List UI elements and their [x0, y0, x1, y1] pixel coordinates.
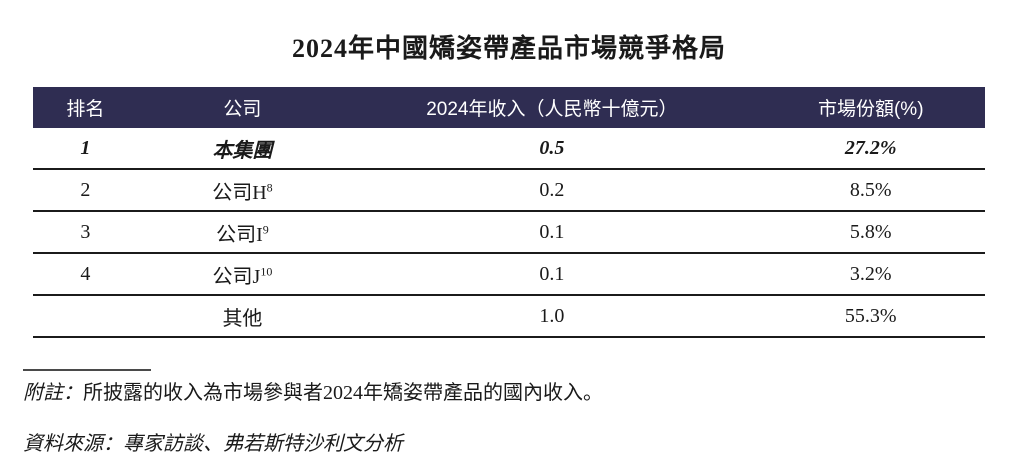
table-row: 4 公司J10 0.1 3.2%: [33, 254, 985, 296]
source-line: 資料來源：專家訪談、弗若斯特沙利文分析: [23, 433, 403, 455]
table-row: 3 公司I9 0.1 5.8%: [33, 212, 985, 254]
company-name: 本集團: [212, 139, 273, 162]
note-label: 附註：: [23, 382, 83, 404]
footnote-divider: [23, 369, 151, 371]
cell-company: 公司I9: [138, 218, 347, 247]
cell-market-share: 5.8%: [849, 220, 892, 243]
table-header-row: 排名 公司 2024年收入（人民幣十億元） 市場份額(%): [33, 87, 985, 128]
company-name: 其他: [222, 307, 263, 330]
company-name: 公司H: [212, 181, 267, 204]
table-row: 1 本集團 0.5 27.2%: [33, 128, 985, 170]
company-name: 公司I: [216, 223, 263, 246]
cell-market-share: 55.3%: [844, 304, 897, 327]
cell-revenue: 0.1: [539, 220, 565, 243]
company-name: 公司J: [212, 265, 261, 288]
col-header-company: 公司: [223, 99, 262, 120]
company-footnote-ref: 10: [260, 263, 273, 278]
col-header-market-share: 市場份額(%): [817, 99, 924, 120]
cell-market-share: 3.2%: [849, 262, 892, 285]
table-row: 2 公司H8 0.2 8.5%: [33, 170, 985, 212]
cell-company: 公司J10: [138, 260, 347, 289]
table-row: 其他 1.0 55.3%: [33, 296, 985, 338]
cell-company: 本集團: [138, 134, 347, 163]
cell-revenue: 0.1: [539, 262, 565, 285]
col-header-revenue: 2024年收入（人民幣十億元）: [426, 99, 678, 120]
cell-rank: 2: [80, 178, 91, 201]
cell-rank: 1: [80, 136, 91, 159]
note-text: 所披露的收入為市場參與者2024年矯姿帶產品的國內收入。: [83, 382, 603, 404]
cell-revenue: 0.2: [539, 178, 565, 201]
col-header-rank: 排名: [66, 99, 105, 120]
note-line: 附註：所披露的收入為市場參與者2024年矯姿帶產品的國內收入。: [23, 376, 603, 405]
cell-revenue: 1.0: [539, 304, 565, 327]
cell-market-share: 8.5%: [849, 178, 892, 201]
company-footnote-ref: 9: [262, 221, 269, 236]
cell-rank: 4: [80, 262, 91, 285]
cell-company: 其他: [138, 302, 347, 331]
cell-market-share: 27.2%: [844, 136, 897, 159]
cell-company: 公司H8: [138, 176, 347, 205]
cell-rank: 3: [80, 220, 91, 243]
page-title: 2024年中國矯姿帶產品市場競爭格局: [291, 34, 726, 63]
cell-revenue: 0.5: [539, 136, 565, 159]
company-footnote-ref: 8: [266, 179, 273, 194]
market-competition-table: 排名 公司 2024年收入（人民幣十億元） 市場份額(%) 1 本集團 0.5 …: [33, 87, 985, 338]
